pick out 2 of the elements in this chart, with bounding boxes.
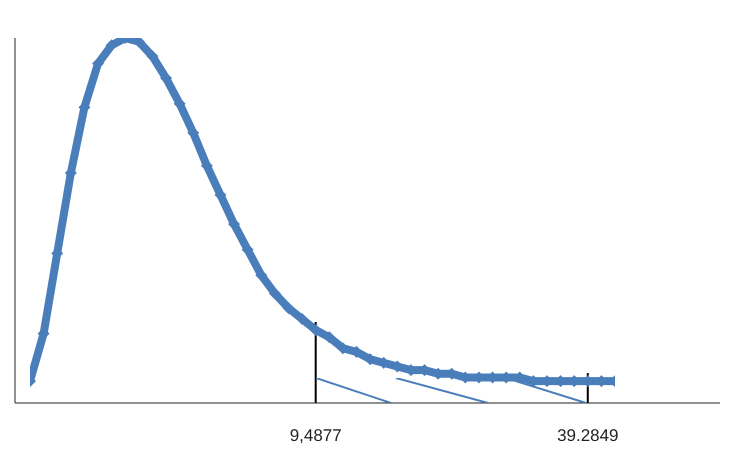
x-tick-label: 39.2849 (557, 426, 619, 446)
x-tick-label: 9,4877 (290, 426, 342, 446)
